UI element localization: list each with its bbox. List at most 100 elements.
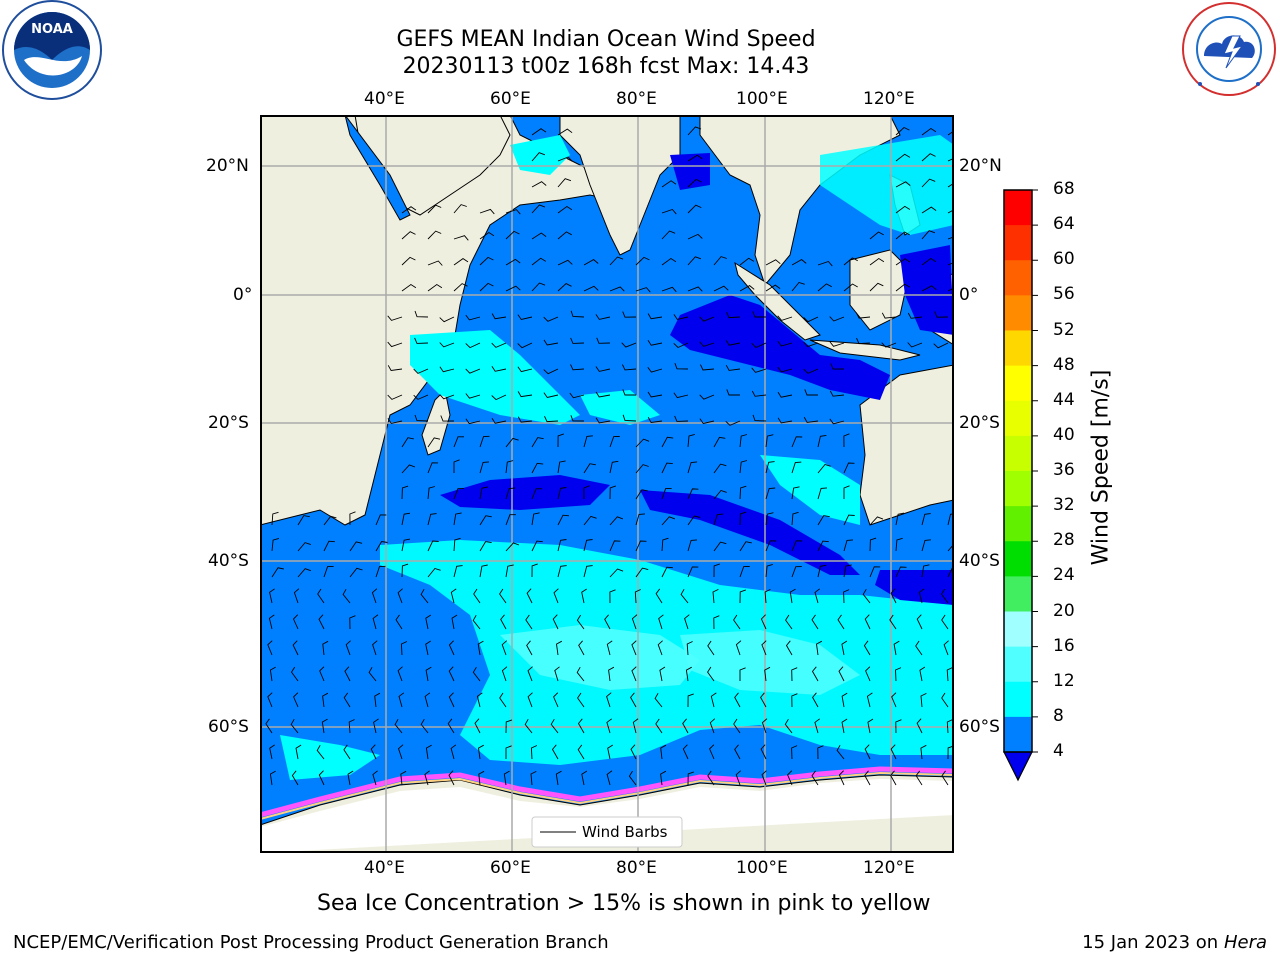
wind-barb [371,588,378,604]
lat-tick-right: 60°S [959,717,1000,737]
colorbar-cell [1004,506,1032,542]
wind-barb [687,154,703,162]
wind-barb [372,614,379,630]
colorbar-tick-label: 12 [1053,670,1075,691]
wind-barb [448,666,455,682]
wind-barb [372,770,378,786]
wind-barb [713,463,727,474]
wind-barb [517,314,533,321]
wind-barb [453,459,460,473]
lat-tick-left: 60°S [208,717,249,737]
wind-barb [554,666,560,682]
wind-barb [862,588,871,604]
wind-barb [531,488,543,500]
colorbar-tick-label: 16 [1053,635,1075,656]
wind-barb [505,209,521,215]
wind-barb [869,566,881,578]
wind-barb [686,641,693,656]
colorbar-cell [1004,541,1032,577]
wind-barb [921,206,937,214]
wind-barb [577,692,585,708]
wind-barb [699,364,715,371]
wind-speed-map: Wind Barbs [260,115,954,853]
wind-barb [479,282,494,292]
wind-barb [687,233,703,240]
wind-barb [838,770,845,786]
wind-barb [791,566,802,578]
wind-barb [343,692,351,708]
lat-tick-right: 40°S [959,551,1000,571]
wind-barb [557,156,573,162]
wind-barb [604,614,611,630]
wind-barb [570,415,585,422]
wind-barb [268,614,275,630]
wind-barb [425,744,432,760]
wind-barb [941,692,949,708]
wind-barb [505,285,521,292]
wind-barb [674,415,689,422]
wind-barb [343,744,351,760]
wind-barb [803,316,819,323]
wind-barb [427,486,436,500]
wind-barb [713,615,720,630]
wind-barb [940,588,949,604]
wind-barb [655,588,663,604]
wind-barb [725,339,741,346]
wind-barb [395,614,403,630]
wind-barb [687,256,702,266]
wind-barb [622,389,636,396]
wind-barb [557,460,566,474]
wind-barb [401,538,411,552]
wind-barb [661,537,669,552]
wind-barb [606,640,613,656]
wind-barb [425,640,431,656]
wind-barb [609,589,616,604]
wind-barb [765,461,775,474]
wind-barb [427,230,442,240]
wind-barb [726,389,740,396]
wind-barb [869,537,877,552]
wind-barb [765,563,773,578]
wind-barb [889,614,897,630]
wind-barb [524,718,533,734]
land-australia [859,364,954,526]
wind-barb [734,692,741,708]
wind-barb [609,516,624,526]
wind-barb [479,515,492,526]
wind-barb [479,541,492,552]
wind-barb [401,563,409,578]
wind-barb [581,770,588,786]
wind-barb [843,485,850,499]
wind-barb [895,205,911,214]
wind-barb [491,366,507,372]
wind-barb [661,286,677,293]
wind-barb [843,564,852,578]
wind-barb [817,487,828,500]
wind-barb [424,692,431,708]
wind-barb [608,666,615,682]
wind-barb [401,485,409,500]
wind-barb [804,389,818,396]
wind-barb [761,770,767,786]
wind-barb [765,487,776,500]
wind-barb [764,666,771,682]
wind-barb [699,394,715,400]
wind-barb [843,514,855,526]
colorbar-cell [1004,576,1032,612]
wind-barb [321,718,328,734]
wind-barb [553,588,559,604]
wind-barb [647,367,663,373]
wind-barb [777,417,793,424]
colorbar-cell [1004,435,1032,472]
wind-barb [631,614,638,630]
wind-barb [622,414,637,422]
wind-barb [349,511,356,526]
wind-barb [297,568,311,578]
wind-barb [517,342,533,349]
wind-barb [501,640,507,656]
lat-tick-right: 20°S [959,413,1000,433]
wind-barb [478,770,485,786]
wind-barb [760,692,767,708]
wind-barb [531,437,544,448]
wind-barb [479,486,488,500]
